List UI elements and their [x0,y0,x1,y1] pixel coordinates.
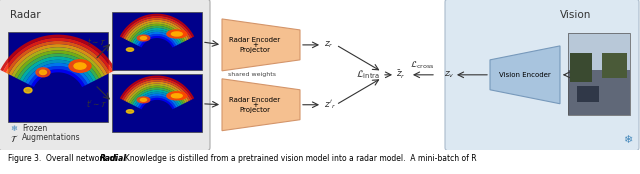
Ellipse shape [137,35,150,41]
Ellipse shape [40,70,47,75]
Text: Figure 3.  Overall network of: Figure 3. Overall network of [8,154,119,163]
Ellipse shape [127,110,134,113]
Polygon shape [26,63,90,84]
Ellipse shape [167,92,187,100]
Ellipse shape [69,60,91,72]
Polygon shape [136,32,178,46]
Text: $z_r$: $z_r$ [324,40,333,50]
Text: $\mathcal{T}$: $\mathcal{T}$ [10,133,19,144]
Polygon shape [134,30,180,45]
Polygon shape [20,57,96,81]
Polygon shape [125,82,189,102]
Polygon shape [138,96,176,108]
Polygon shape [6,41,110,74]
Ellipse shape [140,98,147,101]
Ellipse shape [167,30,187,38]
Polygon shape [131,88,183,105]
Ellipse shape [172,32,182,36]
Text: $\mathcal{L}_{\mathrm{cross}}$: $\mathcal{L}_{\mathrm{cross}}$ [410,59,435,71]
Text: Radar: Radar [10,10,40,20]
Polygon shape [17,53,99,80]
Text: Vision Encoder: Vision Encoder [499,72,551,78]
Polygon shape [140,36,174,48]
Text: $z'_r$: $z'_r$ [324,98,336,111]
FancyBboxPatch shape [602,53,627,78]
FancyBboxPatch shape [568,33,630,70]
Polygon shape [12,47,104,77]
Polygon shape [122,78,193,100]
Text: +: + [252,102,258,108]
Polygon shape [14,50,102,78]
Text: ❄: ❄ [10,124,17,133]
Ellipse shape [127,48,134,51]
Text: $z_v$: $z_v$ [444,70,454,80]
Text: +: + [252,42,258,48]
Polygon shape [129,24,185,42]
Text: Projector: Projector [239,107,270,113]
Polygon shape [3,38,113,73]
FancyBboxPatch shape [568,70,630,115]
Polygon shape [120,14,194,37]
Text: Radar Encoder: Radar Encoder [229,37,280,43]
Text: Projector: Projector [239,47,270,53]
Text: Frozen: Frozen [22,124,47,133]
FancyBboxPatch shape [112,74,202,132]
Polygon shape [127,22,187,41]
Ellipse shape [137,97,150,103]
Polygon shape [120,76,194,99]
Text: $t \sim \mathcal{T}$: $t \sim \mathcal{T}$ [87,36,107,47]
Text: Vision: Vision [560,10,591,20]
Text: Radar Encoder: Radar Encoder [229,97,280,103]
Ellipse shape [140,37,147,39]
Polygon shape [28,66,88,86]
Text: . Knowledge is distilled from a pretrained vision model into a radar model.  A m: . Knowledge is distilled from a pretrain… [120,154,477,163]
Polygon shape [0,35,116,71]
Polygon shape [222,79,300,131]
Polygon shape [134,92,180,107]
Polygon shape [22,60,93,83]
Polygon shape [122,16,193,38]
Polygon shape [124,18,191,39]
Text: $t' \sim \mathcal{T}$: $t' \sim \mathcal{T}$ [86,98,108,109]
Text: Augmentations: Augmentations [22,133,81,142]
Polygon shape [9,44,108,76]
FancyBboxPatch shape [570,53,592,82]
Polygon shape [132,28,182,44]
Text: $\mathcal{L}_{\mathrm{intra}}$: $\mathcal{L}_{\mathrm{intra}}$ [356,68,380,81]
Polygon shape [222,19,300,71]
Ellipse shape [74,63,86,69]
Polygon shape [138,34,176,47]
Polygon shape [132,90,182,106]
Text: Radial: Radial [99,154,126,163]
Text: ❄: ❄ [623,135,633,145]
Polygon shape [125,20,189,40]
Ellipse shape [172,94,182,98]
Polygon shape [140,98,174,109]
Polygon shape [136,94,178,108]
Text: shared weights: shared weights [228,72,276,77]
FancyBboxPatch shape [8,32,108,122]
FancyBboxPatch shape [112,12,202,70]
Ellipse shape [36,68,50,77]
Text: $\bar{z}_r$: $\bar{z}_r$ [396,69,406,81]
Polygon shape [127,84,187,103]
Polygon shape [490,46,560,104]
FancyBboxPatch shape [577,86,599,102]
FancyBboxPatch shape [0,0,210,151]
Polygon shape [31,69,85,87]
Polygon shape [129,86,185,104]
Ellipse shape [24,88,32,93]
FancyBboxPatch shape [445,0,639,151]
Polygon shape [131,26,183,43]
Polygon shape [124,80,191,101]
